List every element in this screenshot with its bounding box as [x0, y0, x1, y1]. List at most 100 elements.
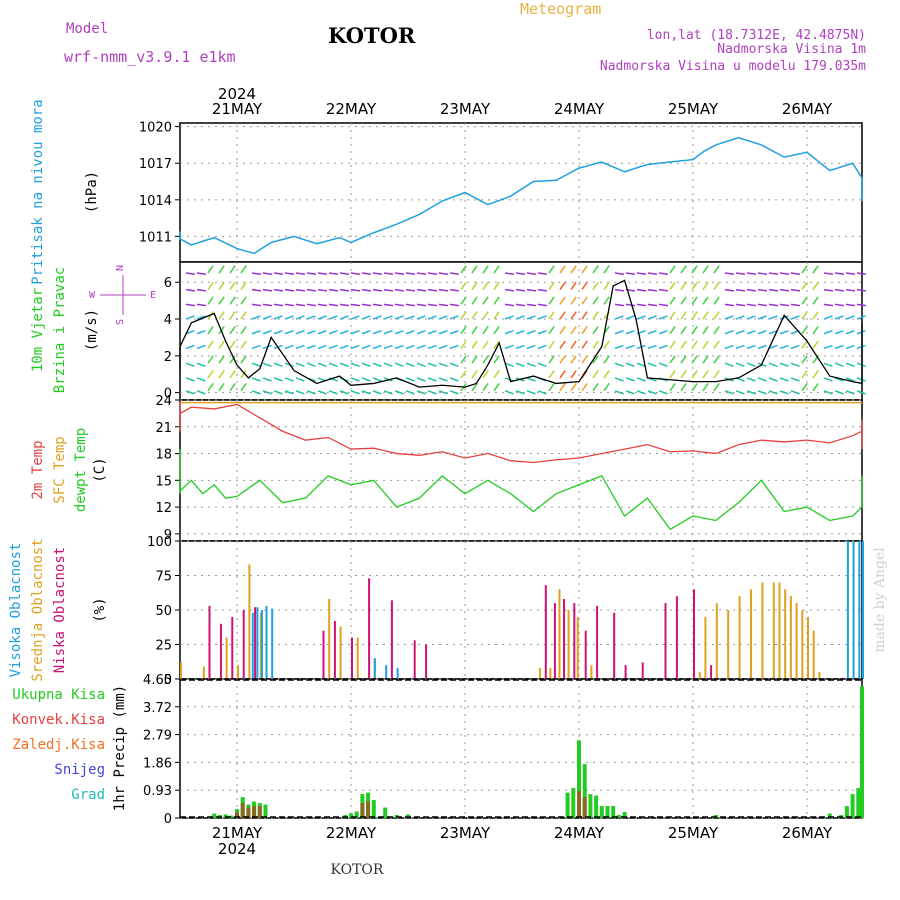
wind-barb	[856, 344, 866, 350]
cloud-bar	[208, 605, 211, 679]
wind-barb	[207, 355, 214, 364]
wind-barb	[504, 288, 515, 292]
wind-barb	[625, 303, 636, 307]
wind-barb	[570, 370, 577, 379]
wind-barb	[482, 382, 489, 392]
wind-barb	[207, 325, 214, 335]
y-tick-label: 0	[164, 812, 172, 827]
wind-barb	[317, 272, 328, 276]
wind-barb	[856, 329, 866, 335]
wind-barb	[196, 272, 207, 276]
wind-barb	[790, 315, 800, 320]
wind-barb	[669, 340, 676, 349]
wind-barb	[669, 382, 676, 392]
wind-barb	[482, 265, 489, 274]
precip-bar	[223, 814, 228, 818]
precip-bar	[577, 791, 581, 818]
wind-barb	[603, 296, 610, 305]
cloud-bar	[351, 637, 353, 679]
wind-barb	[438, 272, 449, 276]
wind-barb	[185, 362, 195, 367]
wind-barb	[350, 344, 360, 350]
day-label-top: 24MAY	[554, 100, 605, 118]
wind-barb	[383, 362, 393, 367]
compass-west: W	[89, 290, 96, 301]
wind-barb	[757, 272, 768, 276]
wind-barb	[680, 265, 687, 274]
wind-barb	[515, 303, 526, 307]
wind-barb	[680, 340, 687, 349]
wind-barb	[405, 272, 416, 276]
wind-barb	[262, 315, 272, 320]
temp-ylabel-dewpt: dewpt Temp	[73, 428, 89, 512]
wind-barb	[350, 377, 360, 382]
model-elevation-label: Nadmorska Visina u modelu 179.035m	[600, 59, 866, 74]
wind-barb	[405, 377, 415, 382]
wind-barb	[856, 315, 866, 320]
cloud-bar	[641, 662, 644, 679]
cloud-bar	[576, 616, 579, 679]
pressure-line	[179, 136, 863, 255]
wind-barb	[295, 344, 305, 350]
wind-barb	[680, 355, 687, 364]
wind-barb	[548, 370, 555, 379]
panel-frame	[179, 261, 863, 401]
wind-barb	[328, 315, 338, 320]
wind-barb	[647, 315, 657, 320]
wind-barb	[317, 315, 327, 320]
wind-barb	[240, 265, 247, 274]
wind-barb	[834, 288, 845, 292]
wind-barb	[746, 377, 756, 382]
wind-barb	[339, 315, 349, 320]
wind-barb	[713, 265, 720, 274]
cloud-bar	[231, 616, 234, 679]
wind-barb	[471, 325, 478, 335]
cloud-bar	[573, 603, 576, 679]
wind-barb	[361, 377, 371, 382]
wind-barb	[790, 344, 800, 350]
wind-barb	[416, 377, 426, 382]
wind-barb	[185, 344, 195, 350]
wind-barb	[801, 340, 808, 349]
cloud-bar	[664, 603, 667, 679]
y-tick-label: 1017	[139, 157, 172, 172]
wind-barb	[812, 265, 819, 274]
wind-barb	[306, 329, 316, 335]
wind-barb	[658, 272, 669, 276]
wind-speed-line	[179, 279, 863, 388]
wind-barb	[823, 288, 834, 292]
wind-barb	[218, 370, 225, 379]
wind-barb	[405, 303, 416, 307]
elevation-label: Nadmorska Visina 1m	[717, 42, 866, 57]
precip-bar	[616, 815, 621, 818]
wind-barb	[504, 390, 514, 395]
wind-barb	[614, 303, 625, 307]
wind-barb	[383, 329, 393, 335]
wind-barb	[779, 390, 789, 395]
wind-barb	[856, 390, 866, 395]
wind-barb	[559, 340, 566, 349]
cloud-bar	[738, 596, 741, 679]
wind-barb	[592, 265, 599, 274]
precip-bar	[212, 813, 217, 818]
wind-barb	[295, 272, 306, 276]
wind-barb	[317, 362, 327, 367]
wind-barb	[735, 390, 745, 395]
wind-barb	[636, 272, 647, 276]
cloud-ylabel-high: Visoka Oblacnost	[8, 543, 24, 678]
wind-barb	[504, 329, 514, 335]
wind-barb	[394, 288, 405, 292]
wind-barb	[361, 390, 371, 395]
wind-barb	[790, 272, 801, 276]
cloud-bar	[259, 612, 262, 679]
wind-barb	[515, 362, 525, 367]
wind-barb	[559, 296, 566, 305]
wind-barb	[856, 272, 867, 276]
wind-barb	[779, 377, 789, 382]
wind-barb	[405, 362, 415, 367]
wind-barb	[273, 390, 283, 395]
wind-barb	[537, 362, 547, 367]
precip-bar	[856, 788, 861, 818]
wind-barb	[746, 272, 757, 276]
y-tick-label: 1020	[139, 121, 172, 136]
